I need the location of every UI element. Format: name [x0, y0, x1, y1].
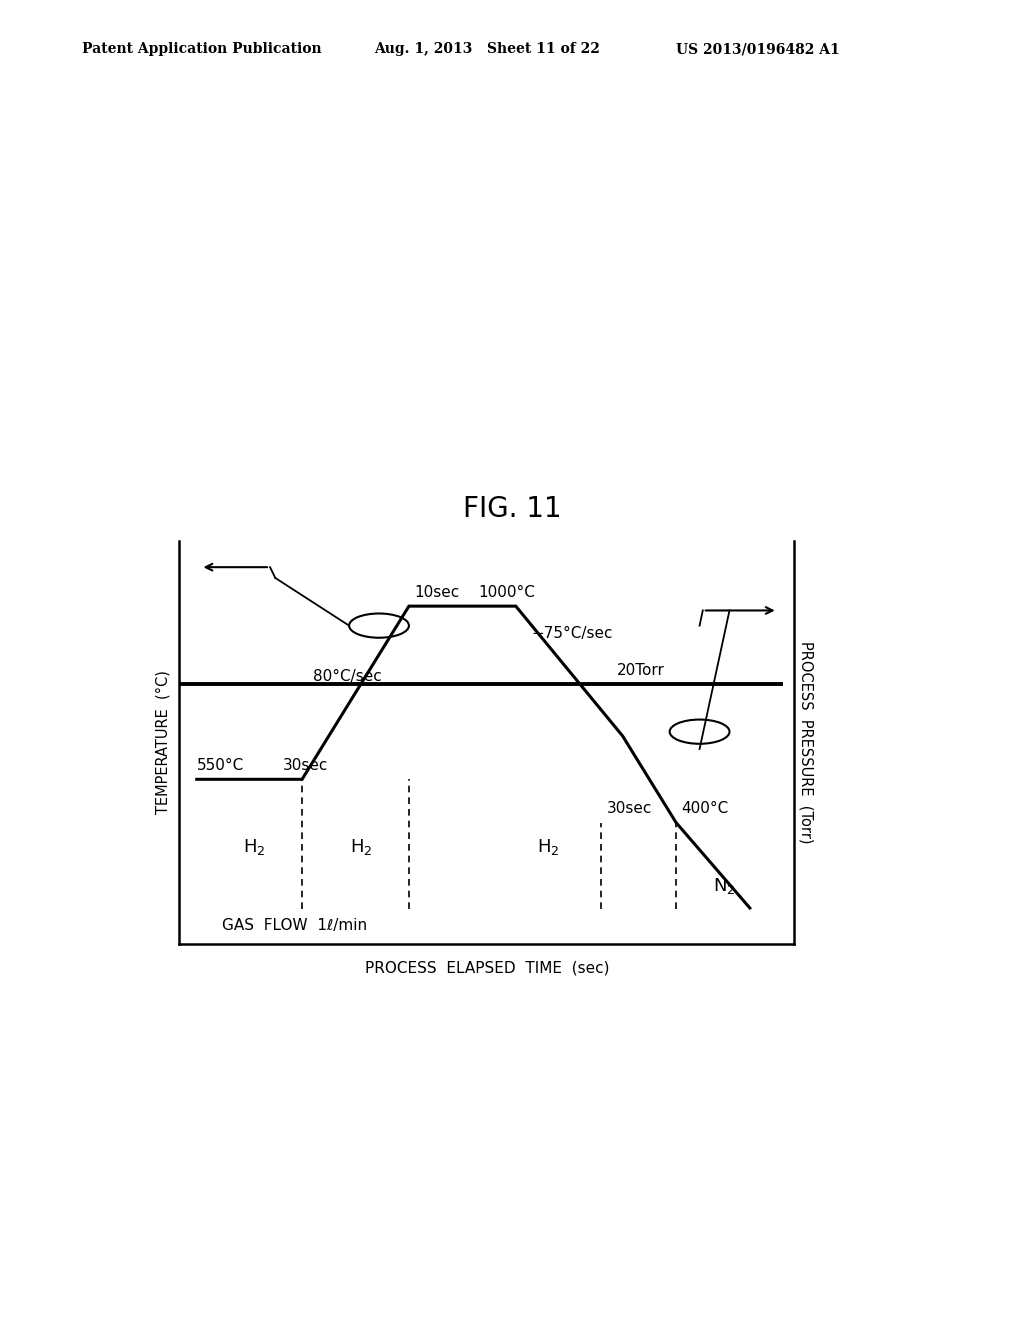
Text: US 2013/0196482 A1: US 2013/0196482 A1	[676, 42, 840, 57]
Y-axis label: PROCESS  PRESSURE  (Torr): PROCESS PRESSURE (Torr)	[798, 642, 813, 843]
Text: H$_2$: H$_2$	[244, 837, 266, 857]
Text: −75°C/sec: −75°C/sec	[531, 626, 613, 640]
Text: 30sec: 30sec	[283, 758, 329, 772]
Text: H$_2$: H$_2$	[350, 837, 373, 857]
Text: 1000°C: 1000°C	[478, 585, 536, 599]
Text: GAS  FLOW  1ℓ/min: GAS FLOW 1ℓ/min	[222, 917, 367, 933]
Text: 400°C: 400°C	[681, 801, 729, 816]
Text: 30sec: 30sec	[606, 801, 652, 816]
Text: PROCESS  ELAPSED  TIME  (sec): PROCESS ELAPSED TIME (sec)	[366, 961, 609, 975]
Text: 20Torr: 20Torr	[617, 663, 666, 677]
Text: 550°C: 550°C	[198, 758, 245, 772]
Y-axis label: TEMPERATURE  (°C): TEMPERATURE (°C)	[156, 671, 171, 814]
Text: 80°C/sec: 80°C/sec	[312, 669, 382, 684]
Text: FIG. 11: FIG. 11	[463, 495, 561, 523]
Text: H$_2$: H$_2$	[538, 837, 559, 857]
Text: 10sec: 10sec	[415, 585, 460, 599]
Text: Aug. 1, 2013   Sheet 11 of 22: Aug. 1, 2013 Sheet 11 of 22	[374, 42, 600, 57]
Text: Patent Application Publication: Patent Application Publication	[82, 42, 322, 57]
Text: N$_2$: N$_2$	[714, 876, 736, 896]
